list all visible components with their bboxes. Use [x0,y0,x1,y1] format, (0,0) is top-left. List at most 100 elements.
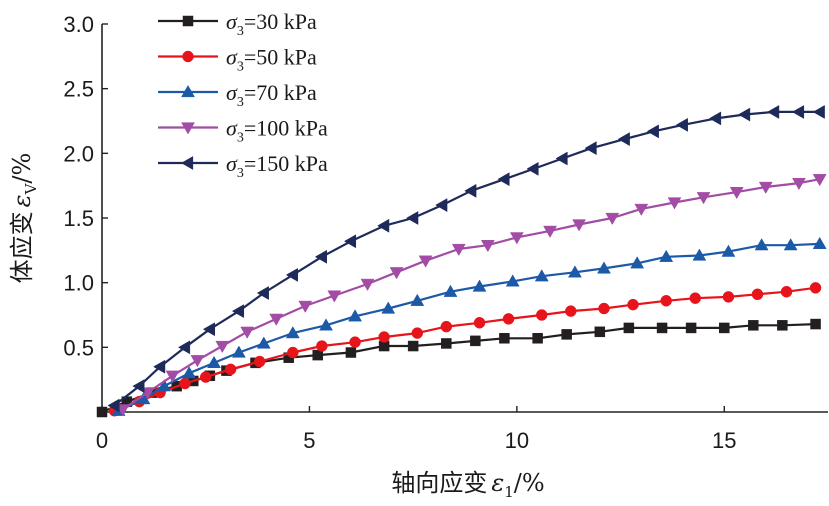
data-point [287,346,299,359]
data-point [729,187,744,200]
legend-label: σ3=30 kPa [226,9,317,39]
y-tick-label: 3.0 [63,12,94,37]
data-point [360,278,375,291]
legend-symbol: σ [226,80,238,105]
data-point [410,293,425,306]
data-point [721,244,736,257]
data-point [443,284,458,297]
data-point [153,359,166,374]
data-point [473,317,486,329]
data-point [240,326,255,339]
data-point [348,309,362,322]
data-point [440,320,453,333]
x-tick-label: 5 [303,428,315,453]
data-point [565,305,577,317]
legend-subscript: 3 [237,60,244,75]
data-point [792,177,806,191]
x-tick-label: 0 [96,428,108,453]
series-line [114,286,816,412]
data-point [534,269,549,282]
data-point [502,313,515,325]
data-point [584,141,597,156]
data-point [107,398,120,413]
data-point [96,406,108,418]
data-point [646,124,659,139]
data-point [598,302,610,315]
data-point [812,174,827,187]
data-point [224,363,237,376]
series-1 [108,282,822,417]
data-point [464,183,477,198]
data-point [708,111,722,126]
data-point [327,290,342,303]
data-point [809,282,822,294]
data-point [751,288,764,301]
series-line [101,323,816,414]
legend-marker [181,122,195,135]
data-point [215,340,230,354]
data-point [623,322,635,334]
data-point [630,256,645,269]
data-point [316,340,328,352]
data-point [199,371,212,383]
data-point [748,320,759,331]
data-point [177,340,191,355]
data-point [269,313,284,326]
data-point [207,355,221,368]
legend-item: σ3=70 kPa [158,80,317,110]
legend-label: σ3=150 kPa [226,151,328,181]
data-point [285,326,300,339]
data-point [605,212,620,226]
data-point [165,370,180,383]
data-point [253,355,266,368]
data-point [285,267,298,282]
data-point [568,265,582,278]
legend-item: σ3=30 kPa [158,9,317,39]
x-ticks: 0 5 10 15 [96,406,737,453]
legend-symbol: σ [226,151,238,176]
data-point [381,301,396,314]
series-0 [96,318,821,418]
data-point [435,198,448,212]
data-point [667,197,682,210]
data-point [418,255,433,268]
x-tick-label: 15 [712,428,736,453]
series-2 [111,236,827,416]
y-tick-label: 2.0 [63,141,94,166]
data-point [256,286,269,300]
legend-marker [182,15,194,27]
data-point [689,292,701,304]
data-point [378,331,390,343]
data-point [659,249,674,262]
series-layer [96,105,827,418]
data-point [349,336,361,348]
data-point [810,318,821,330]
data-point [696,192,711,205]
y-tick-label: 0.5 [63,335,94,360]
data-point [526,161,539,176]
data-point [617,132,630,147]
data-point [312,349,323,361]
data-point [377,218,390,233]
data-point [594,326,606,338]
legend-marker [180,156,194,170]
data-point [535,309,548,321]
data-point [685,322,697,334]
y-ticks: 0.5 1.0 1.5 2.0 2.5 3.0 [63,12,108,360]
data-point [314,249,327,264]
data-point [231,345,246,358]
series-4 [107,105,825,413]
data-point [345,347,357,358]
data-point [738,107,751,122]
data-point [407,340,419,352]
data-point [572,219,587,232]
data-point [532,333,543,344]
data-point [634,203,649,216]
data-point [780,285,793,298]
legend-value: =100 kPa [244,116,328,141]
legend-subscript: 3 [237,166,244,181]
data-point [472,279,487,292]
data-point [767,105,780,119]
legend-value: =50 kPa [244,45,317,70]
legend-symbol: σ [226,116,238,141]
